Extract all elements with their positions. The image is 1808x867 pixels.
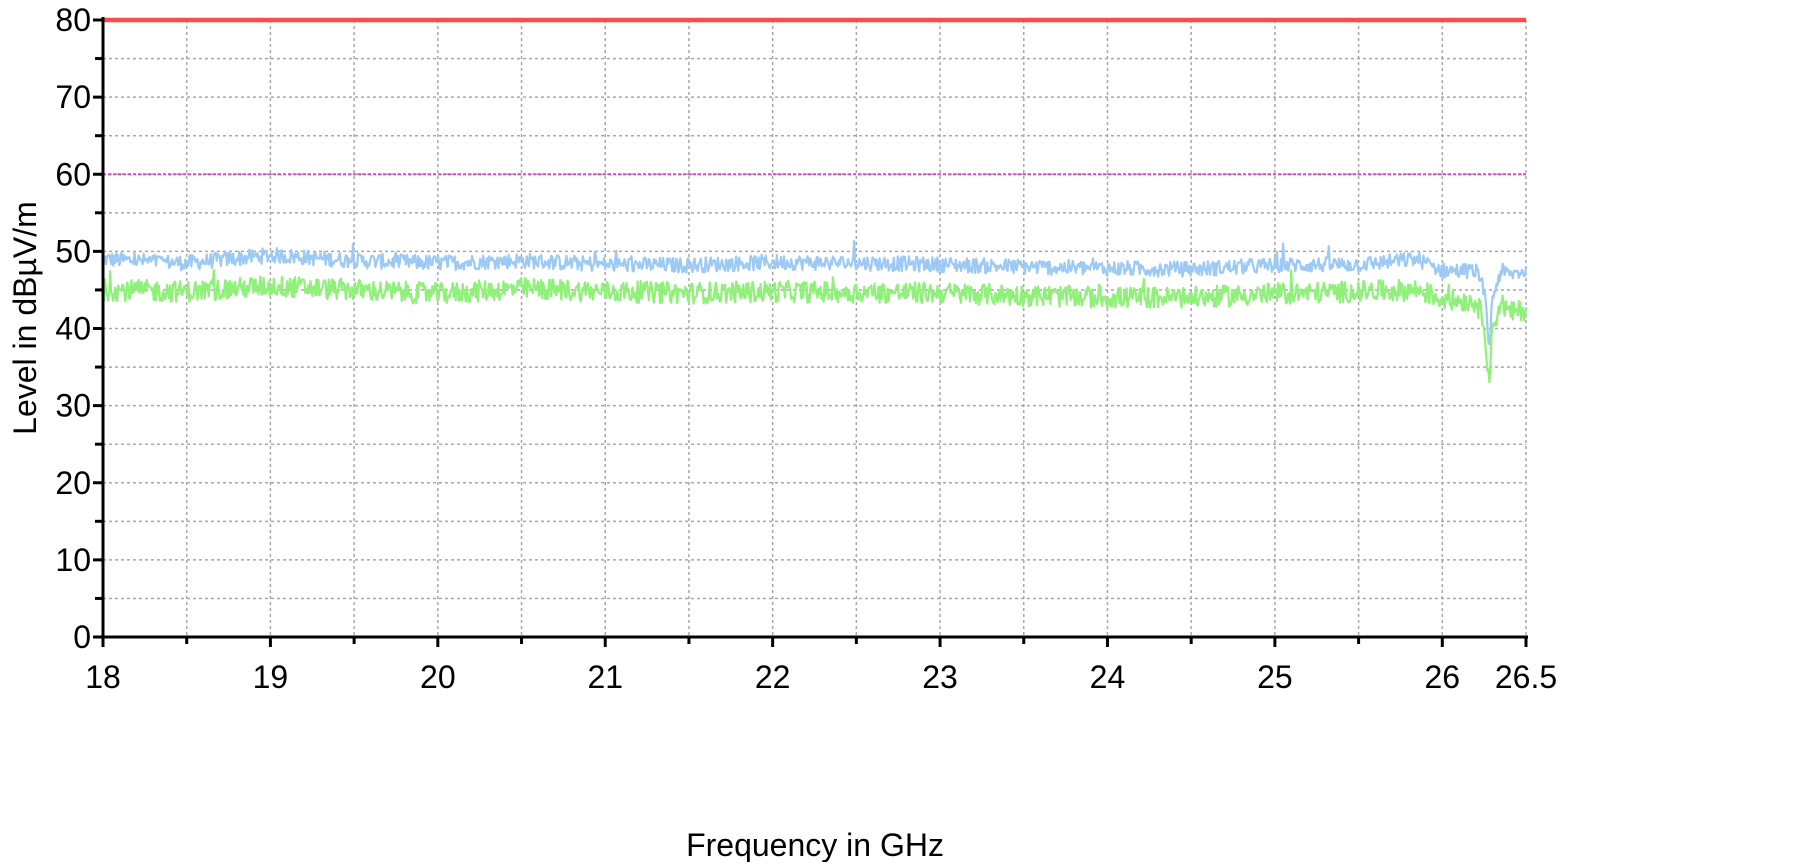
y-tick-label: 50 — [55, 233, 91, 269]
y-tick-label: 20 — [55, 465, 91, 501]
x-tick-label: 26 — [1424, 659, 1460, 695]
y-tick-label: 70 — [55, 79, 91, 115]
x-axis-title: Frequency in GHz — [686, 827, 944, 862]
limit-layer — [103, 17, 1526, 176]
y-tick-label: 10 — [55, 542, 91, 578]
y-tick-label: 60 — [55, 156, 91, 192]
series-line-1 — [102, 239, 1528, 346]
y-tick-label: 80 — [55, 2, 91, 38]
x-tick-label: 25 — [1257, 659, 1293, 695]
x-tick-label: 19 — [253, 659, 289, 695]
y-tick-label: 30 — [55, 388, 91, 424]
y-tick-label: 40 — [55, 311, 91, 347]
y-axis-title: Level in dBµV/m — [7, 201, 43, 435]
x-tick-label: 24 — [1090, 659, 1126, 695]
series-line-2 — [101, 269, 1528, 384]
x-tick-label: 20 — [420, 659, 456, 695]
grid-layer — [103, 19, 1527, 637]
x-tick-label: 23 — [922, 659, 958, 695]
x-tick-label: 21 — [587, 659, 623, 695]
series-layer — [101, 239, 1528, 384]
label-layer: 0 10 20 30 40 50 60 70 80 18 19 20 21 22 23 24 25 26 26.5 — [55, 2, 1557, 695]
x-tick-label: 22 — [755, 659, 791, 695]
x-tick-label: 18 — [85, 659, 121, 695]
y-tick-label: 0 — [73, 619, 91, 655]
axis-layer — [93, 17, 1528, 647]
x-tick-label: 26.5 — [1495, 659, 1557, 695]
